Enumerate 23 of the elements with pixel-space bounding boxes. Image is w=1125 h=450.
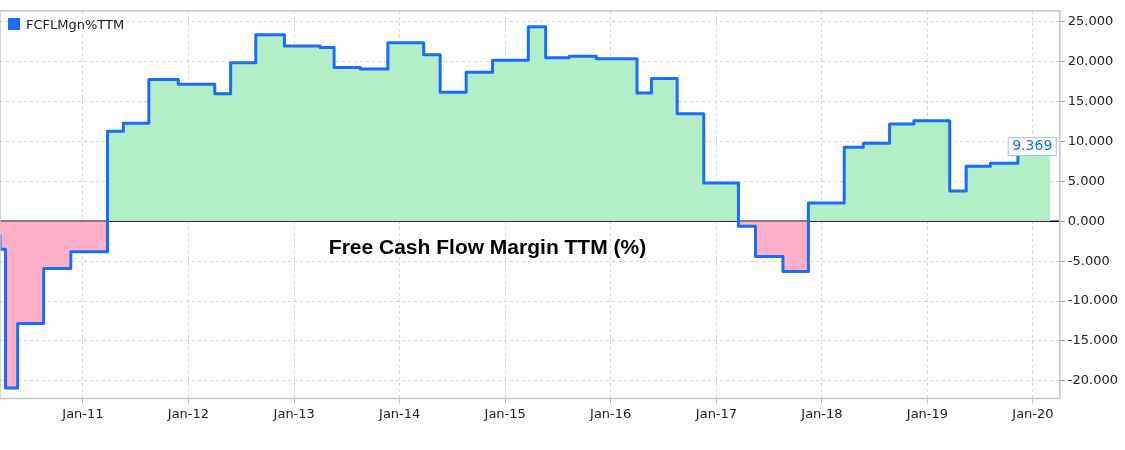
y-tick-label: 5.000 bbox=[1067, 172, 1106, 188]
x-tick-label: Jan-12 bbox=[166, 405, 210, 421]
x-tick-label: Jan-20 bbox=[1011, 405, 1054, 421]
y-tick-label: -15.000 bbox=[1067, 332, 1119, 348]
x-tick-label: Jan-11 bbox=[61, 405, 104, 421]
x-tick-label: Jan-15 bbox=[483, 405, 526, 421]
y-tick-label: 25.000 bbox=[1067, 13, 1114, 29]
x-tick-label: Jan-19 bbox=[905, 405, 949, 421]
x-tick-label: Jan-17 bbox=[694, 405, 738, 421]
y-tick-label: 0.000 bbox=[1067, 212, 1106, 228]
y-tick-label: -20.000 bbox=[1067, 372, 1119, 388]
data-label: 9.369 bbox=[1012, 137, 1053, 154]
x-tick-label: Jan-18 bbox=[800, 405, 843, 421]
legend-label: FCFLMgn%TTM bbox=[26, 16, 125, 32]
y-tick-label: 10.000 bbox=[1067, 132, 1114, 148]
y-tick-label: 15.000 bbox=[1067, 93, 1114, 109]
text: Free Cash Flow Margin TTM (%) bbox=[328, 235, 647, 260]
x-tick-label: Jan-16 bbox=[589, 405, 632, 421]
y-tick-label: 20.000 bbox=[1067, 53, 1114, 69]
y-tick-label: -5.000 bbox=[1067, 252, 1110, 268]
y-tick-label: -10.000 bbox=[1067, 292, 1119, 308]
x-tick-label: Jan-14 bbox=[378, 405, 421, 421]
x-tick-label: Jan-13 bbox=[272, 405, 315, 421]
